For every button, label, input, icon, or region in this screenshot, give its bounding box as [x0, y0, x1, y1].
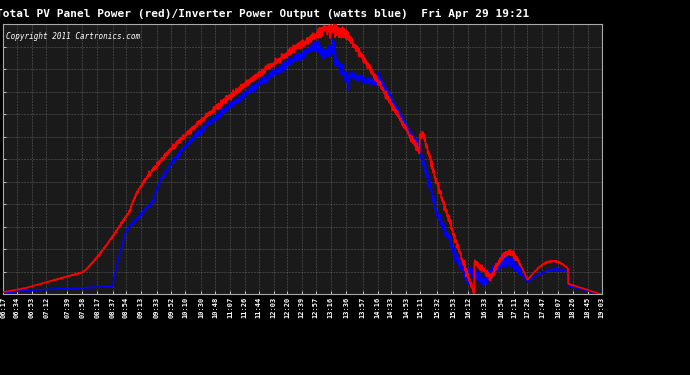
Text: Copyright 2011 Cartronics.com: Copyright 2011 Cartronics.com	[6, 33, 141, 42]
Text: Total PV Panel Power (red)/Inverter Power Output (watts blue)  Fri Apr 29 19:21: Total PV Panel Power (red)/Inverter Powe…	[0, 9, 529, 20]
